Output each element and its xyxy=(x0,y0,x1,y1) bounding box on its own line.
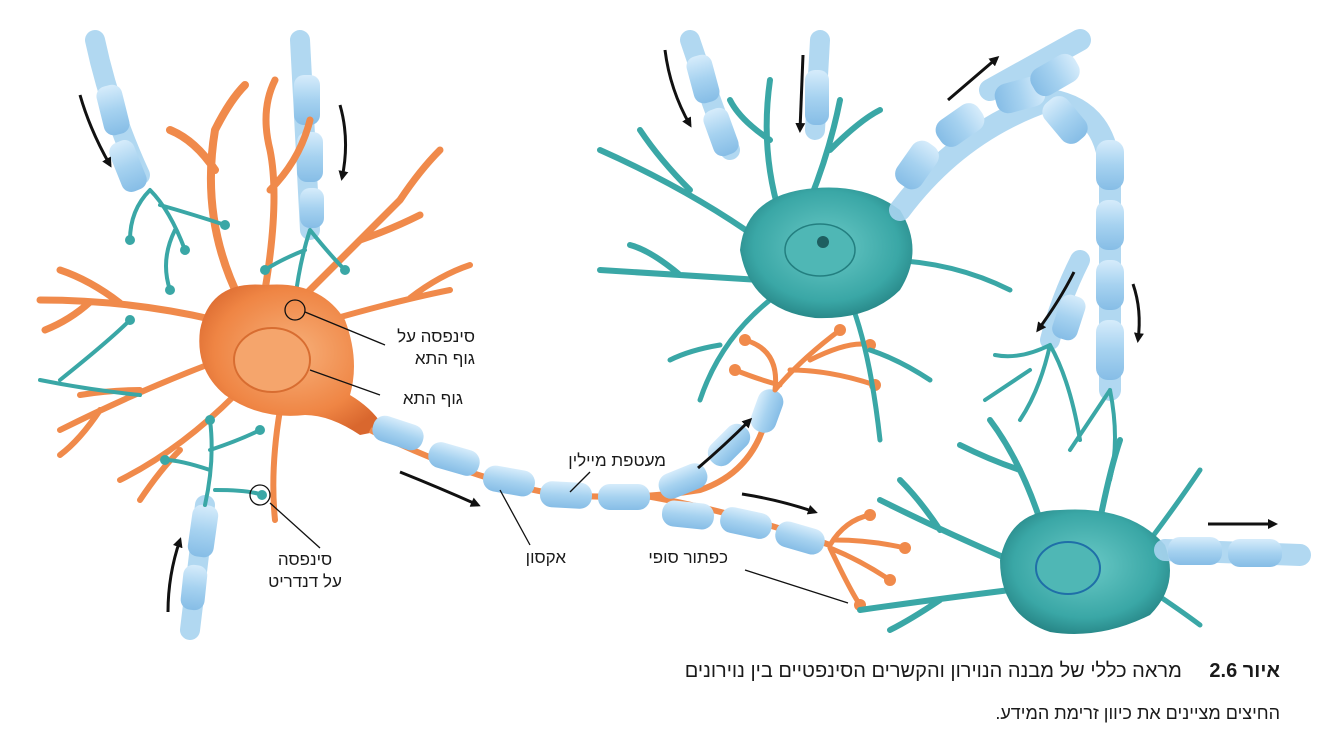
incoming-axon-left xyxy=(85,30,150,192)
label-terminal-button: כפתור סופי xyxy=(648,548,728,567)
label-synapse-on-dendrite: סינפסה על דנדריט xyxy=(262,549,348,593)
label-axon: אקסון xyxy=(525,548,566,567)
neuron-diagram xyxy=(36,29,1311,640)
figure-number: איור 2.6 xyxy=(1209,660,1280,682)
teal-neuron-bottom-dendrites xyxy=(857,417,1203,633)
teal-axon-bottom xyxy=(1154,537,1311,567)
callouts xyxy=(249,299,849,604)
teal-nucleus-top xyxy=(784,223,856,277)
label-synapse-on-cell-body-line1: סינפסה על xyxy=(397,327,475,346)
teal-terminal-knobs xyxy=(125,220,350,500)
orange-terminal-knobs xyxy=(729,324,911,611)
orange-axon xyxy=(368,389,831,555)
orange-terminals xyxy=(732,327,908,608)
label-cell-body: גוף התא xyxy=(402,389,463,408)
label-synapse-on-cell-body: סינפסה על גוף התא xyxy=(383,326,475,370)
teal-axon-top xyxy=(889,29,1124,401)
figure-caption-title: מראה כללי של מבנה הנוירון והקשרים הסינפט… xyxy=(684,660,1182,682)
label-synapse-on-dendrite-line2: על דנדריט xyxy=(268,572,342,591)
flow-arrows xyxy=(78,49,1278,613)
label-synapse-on-dendrite-line1: סינפסה xyxy=(277,550,333,569)
teal-axon-terminals xyxy=(983,343,1117,482)
orange-nucleus xyxy=(233,327,311,393)
teal-nucleus-bottom xyxy=(1035,541,1101,595)
label-synapse-on-cell-body-line2: גוף התא xyxy=(414,349,475,368)
incoming-axon-bottom xyxy=(180,495,219,640)
figure-caption-title-row: איור 2.6 מראה כללי של מבנה הנוירון והקשר… xyxy=(685,660,1280,683)
label-myelin-sheath: מעטפת מיילין xyxy=(568,451,666,470)
teal-neuron-top-incoming xyxy=(680,30,830,160)
figure-caption-subtitle: החיצים מציינים את כיוון זרימת המידע. xyxy=(995,703,1280,723)
